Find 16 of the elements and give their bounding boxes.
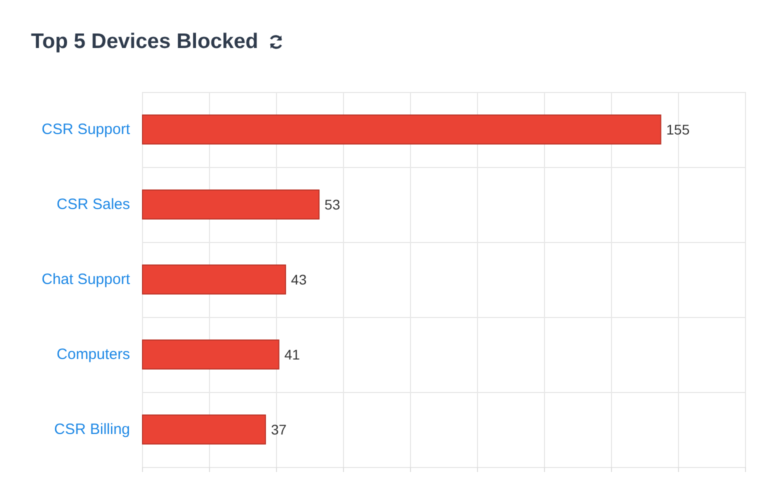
data-label: 43 (291, 272, 307, 288)
data-label: 155 (666, 122, 690, 138)
y-tick-label: Chat Support (42, 271, 131, 288)
y-tick-label: CSR Sales (56, 196, 130, 213)
data-label: 41 (284, 346, 300, 362)
bar (142, 340, 280, 370)
bar (142, 114, 662, 144)
chart-title: Top 5 Devices Blocked (31, 30, 258, 54)
y-tick-label: CSR Support (42, 121, 131, 138)
data-label: 37 (270, 422, 287, 438)
bar (142, 414, 266, 444)
bar (142, 190, 320, 220)
bar (142, 264, 286, 294)
y-tick-label: Computers (56, 346, 130, 363)
y-tick-label: CSR Billing (54, 421, 130, 438)
data-label: 53 (324, 196, 340, 212)
